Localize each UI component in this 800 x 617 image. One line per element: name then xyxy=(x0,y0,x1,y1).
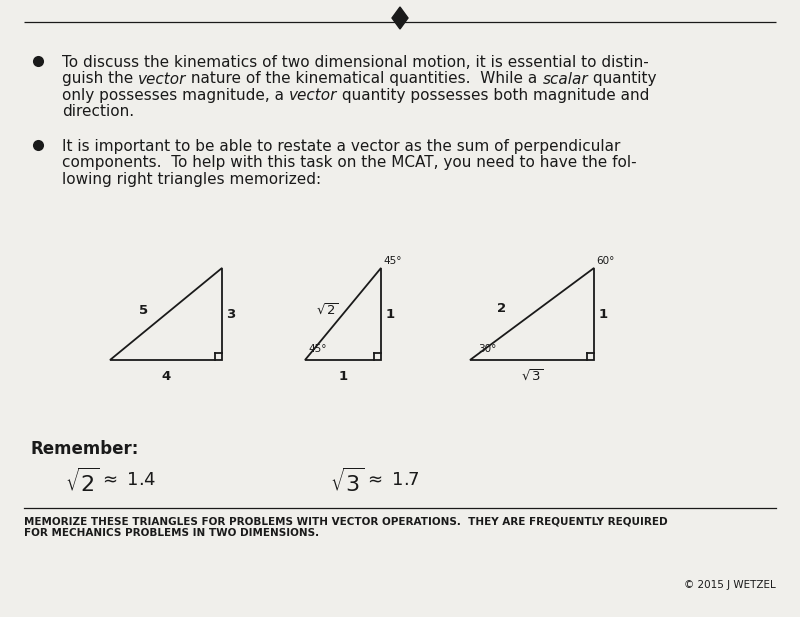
Text: $\sqrt{2}$: $\sqrt{2}$ xyxy=(316,302,338,318)
Text: $\approx$ 1.7: $\approx$ 1.7 xyxy=(364,471,420,489)
Text: $\approx$ 1.4: $\approx$ 1.4 xyxy=(99,471,157,489)
Text: direction.: direction. xyxy=(62,104,134,120)
Text: © 2015 J WETZEL: © 2015 J WETZEL xyxy=(684,580,776,590)
Text: 3: 3 xyxy=(226,307,236,320)
Text: vector: vector xyxy=(289,88,338,103)
Text: 45°: 45° xyxy=(383,256,402,266)
Text: 1: 1 xyxy=(386,307,394,320)
Polygon shape xyxy=(392,7,408,29)
Text: quantity: quantity xyxy=(588,72,657,86)
Text: 1: 1 xyxy=(598,307,607,320)
Text: 1: 1 xyxy=(338,370,347,383)
Text: scalar: scalar xyxy=(542,72,588,86)
Text: vector: vector xyxy=(138,72,186,86)
Text: It is important to be able to restate a vector as the sum of perpendicular: It is important to be able to restate a … xyxy=(62,139,620,154)
Text: Remember:: Remember: xyxy=(30,440,138,458)
Text: $\sqrt{2}$: $\sqrt{2}$ xyxy=(65,468,99,497)
Text: $\sqrt{3}$: $\sqrt{3}$ xyxy=(330,468,365,497)
Text: 60°: 60° xyxy=(596,256,614,266)
Text: guish the: guish the xyxy=(62,72,138,86)
Text: 4: 4 xyxy=(162,370,170,383)
Text: 30°: 30° xyxy=(478,344,496,354)
Text: To discuss the kinematics of two dimensional motion, it is essential to distin-: To discuss the kinematics of two dimensi… xyxy=(62,55,649,70)
Text: 2: 2 xyxy=(498,302,506,315)
Text: nature of the kinematical quantities.  While a: nature of the kinematical quantities. Wh… xyxy=(186,72,542,86)
Text: lowing right triangles memorized:: lowing right triangles memorized: xyxy=(62,172,321,187)
Text: 5: 5 xyxy=(139,304,149,317)
Text: quantity possesses both magnitude and: quantity possesses both magnitude and xyxy=(338,88,650,103)
Text: $\sqrt{3}$: $\sqrt{3}$ xyxy=(521,368,543,384)
Text: components.  To help with this task on the MCAT, you need to have the fol-: components. To help with this task on th… xyxy=(62,155,637,170)
Text: only possesses magnitude, a: only possesses magnitude, a xyxy=(62,88,289,103)
Text: MEMORIZE THESE TRIANGLES FOR PROBLEMS WITH VECTOR OPERATIONS.  THEY ARE FREQUENT: MEMORIZE THESE TRIANGLES FOR PROBLEMS WI… xyxy=(24,516,668,537)
Text: 45°: 45° xyxy=(308,344,326,354)
